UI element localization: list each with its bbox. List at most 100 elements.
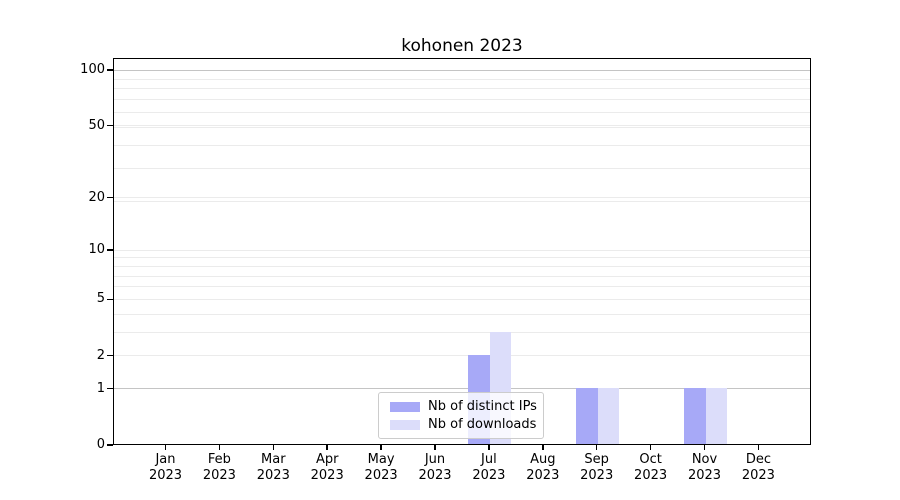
bar-downloads bbox=[705, 388, 727, 445]
y-gridline bbox=[114, 125, 810, 127]
x-axis-tick-label: Feb 2023 bbox=[179, 452, 259, 484]
legend-label-distinct-ips: Nb of distinct IPs bbox=[428, 399, 537, 414]
x-label-year: 2023 bbox=[310, 468, 344, 483]
x-label-year: 2023 bbox=[256, 468, 290, 483]
y-gridline bbox=[114, 286, 810, 288]
x-axis-tick bbox=[649, 445, 652, 450]
x-axis-tick-label: Dec 2023 bbox=[718, 452, 798, 484]
x-label-month: Dec bbox=[745, 452, 771, 467]
y-gridline bbox=[114, 70, 810, 72]
x-label-year: 2023 bbox=[580, 468, 614, 483]
x-axis-tick bbox=[542, 445, 544, 450]
x-label-year: 2023 bbox=[418, 468, 452, 483]
x-axis-tick bbox=[218, 445, 221, 450]
y-gridline bbox=[114, 88, 810, 90]
y-gridline bbox=[114, 313, 810, 315]
y-axis-tick bbox=[107, 124, 113, 127]
y-gridline bbox=[114, 111, 810, 113]
y-gridline bbox=[114, 69, 810, 71]
y-gridline bbox=[114, 257, 810, 259]
x-axis-tick-label: Jul 2023 bbox=[449, 452, 529, 484]
chart-title: kohonen 2023 bbox=[401, 36, 523, 56]
x-label-year: 2023 bbox=[472, 468, 506, 483]
x-axis-tick bbox=[703, 445, 706, 450]
x-label-month: Feb bbox=[207, 452, 231, 467]
y-gridline bbox=[114, 355, 810, 357]
y-axis-tick bbox=[107, 298, 113, 301]
x-label-month: Apr bbox=[315, 452, 339, 467]
y-axis-tick bbox=[107, 444, 113, 446]
y-gridline bbox=[114, 201, 810, 203]
y-gridline bbox=[114, 99, 810, 101]
y-gridline bbox=[114, 197, 810, 199]
y-axis-tick-label: 100 bbox=[80, 62, 105, 77]
x-axis-tick-label: Aug 2023 bbox=[503, 452, 583, 484]
x-label-month: Aug bbox=[530, 452, 556, 467]
legend-swatch-downloads bbox=[390, 419, 420, 430]
x-label-month: Jun bbox=[424, 452, 446, 467]
legend-swatch-distinct-ips bbox=[390, 401, 420, 412]
legend-item-downloads: Nb of downloads bbox=[390, 417, 537, 432]
x-label-year: 2023 bbox=[741, 468, 775, 483]
y-axis-tick-label: 1 bbox=[96, 380, 105, 396]
x-label-month: May bbox=[367, 452, 395, 467]
x-axis-tick-label: Mar 2023 bbox=[233, 452, 313, 484]
y-gridline bbox=[114, 144, 810, 146]
x-axis-tick-label: Jan 2023 bbox=[126, 452, 206, 484]
x-axis-tick bbox=[434, 445, 436, 450]
legend-label-downloads: Nb of downloads bbox=[428, 417, 537, 432]
x-axis-tick bbox=[757, 445, 760, 450]
x-axis-tick bbox=[595, 445, 598, 450]
x-label-month: Jan bbox=[155, 452, 176, 467]
x-axis-tick-label: Apr 2023 bbox=[287, 452, 367, 484]
x-label-year: 2023 bbox=[634, 468, 668, 483]
y-axis-tick-label: 10 bbox=[88, 242, 105, 258]
y-axis-tick bbox=[107, 387, 113, 390]
y-axis-tick bbox=[107, 354, 113, 357]
legend-item-distinct-ips: Nb of distinct IPs bbox=[390, 399, 537, 414]
plot-area bbox=[113, 58, 811, 445]
x-label-month: Oct bbox=[639, 452, 662, 467]
y-gridline bbox=[114, 298, 810, 300]
y-axis-tick-label: 5 bbox=[96, 291, 105, 307]
y-axis-tick bbox=[107, 196, 113, 199]
x-label-year: 2023 bbox=[526, 468, 560, 483]
x-axis-tick-label: Jun 2023 bbox=[395, 452, 475, 484]
bar-distinct-ips bbox=[576, 388, 598, 445]
x-label-month: Nov bbox=[691, 452, 718, 467]
y-axis-tick bbox=[107, 69, 113, 71]
y-axis-tick-label: 0 bbox=[96, 437, 105, 452]
x-axis-tick-label: May 2023 bbox=[341, 452, 421, 484]
x-label-year: 2023 bbox=[148, 468, 183, 483]
x-axis-tick bbox=[488, 445, 490, 450]
y-gridline bbox=[114, 265, 810, 267]
y-gridline bbox=[114, 168, 810, 170]
x-label-month: Mar bbox=[261, 452, 286, 467]
x-label-year: 2023 bbox=[687, 468, 722, 483]
x-label-month: Sep bbox=[584, 452, 609, 467]
x-axis-tick-label: Sep 2023 bbox=[557, 452, 637, 484]
x-axis-tick bbox=[272, 445, 275, 450]
y-gridline bbox=[114, 78, 810, 80]
x-label-month: Jul bbox=[481, 452, 497, 467]
x-axis-tick bbox=[164, 445, 167, 450]
y-gridline bbox=[114, 275, 810, 277]
y-gridline bbox=[114, 126, 810, 128]
legend: Nb of distinct IPs Nb of downloads bbox=[378, 392, 544, 439]
x-axis-tick-label: Oct 2023 bbox=[611, 452, 691, 484]
y-axis-tick-label: 2 bbox=[96, 347, 105, 363]
y-gridline bbox=[114, 249, 810, 251]
bar-downloads bbox=[597, 388, 620, 445]
x-axis-tick-label: Nov 2023 bbox=[665, 452, 745, 484]
bar-distinct-ips bbox=[684, 388, 706, 445]
y-axis-tick-label: 50 bbox=[88, 117, 105, 133]
y-axis-tick-label: 20 bbox=[88, 189, 105, 205]
x-label-year: 2023 bbox=[202, 468, 236, 483]
x-axis-tick bbox=[326, 445, 328, 450]
y-gridline bbox=[114, 331, 810, 333]
x-axis-tick bbox=[380, 445, 382, 450]
y-axis-tick bbox=[107, 249, 113, 251]
y-gridline bbox=[114, 388, 810, 390]
x-label-year: 2023 bbox=[364, 468, 398, 483]
